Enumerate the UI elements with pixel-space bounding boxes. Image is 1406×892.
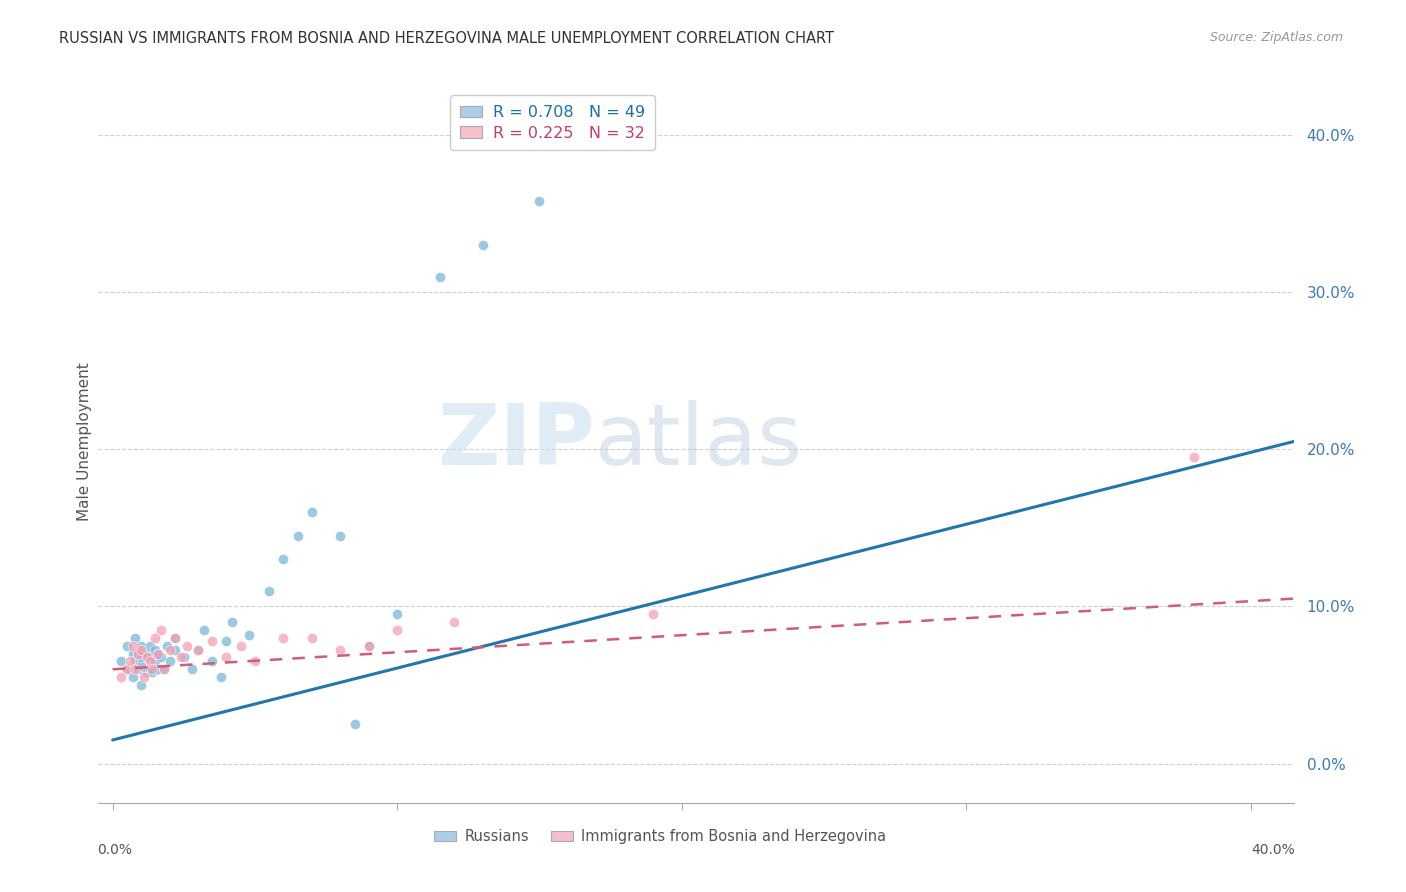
Point [273, 552, 295, 566]
Text: ZIP: ZIP [437, 400, 595, 483]
Point [201, 655, 224, 669]
Point [141, 662, 163, 676]
Point [385, 623, 409, 637]
Point [643, 607, 665, 622]
Point [329, 529, 352, 543]
Point [110, 670, 132, 684]
Point [173, 649, 195, 664]
Point [143, 655, 166, 669]
Point [201, 634, 224, 648]
Point [153, 662, 176, 676]
Point [127, 647, 149, 661]
Point [329, 643, 352, 657]
Text: atlas: atlas [595, 400, 803, 483]
Point [165, 631, 187, 645]
Point [1182, 450, 1205, 465]
Point [124, 655, 146, 669]
Point [215, 649, 238, 664]
Point [127, 662, 149, 676]
Point [301, 505, 323, 519]
Point [187, 643, 209, 657]
Point [129, 639, 152, 653]
Point [287, 529, 309, 543]
Point [150, 649, 173, 664]
Text: 40.0%: 40.0% [1251, 843, 1295, 856]
Point [129, 649, 152, 664]
Point [471, 238, 494, 252]
Point [124, 662, 146, 676]
Point [159, 643, 181, 657]
Text: RUSSIAN VS IMMIGRANTS FROM BOSNIA AND HERZEGOVINA MALE UNEMPLOYMENT CORRELATION : RUSSIAN VS IMMIGRANTS FROM BOSNIA AND HE… [59, 31, 834, 46]
Point [110, 655, 132, 669]
Point [156, 639, 179, 653]
Point [170, 649, 193, 664]
Point [193, 623, 215, 637]
Point [187, 643, 209, 657]
Point [138, 639, 160, 653]
Point [301, 631, 323, 645]
Point [138, 655, 160, 669]
Point [115, 639, 138, 653]
Point [165, 643, 187, 657]
Point [135, 647, 157, 661]
Point [138, 662, 160, 676]
Point [229, 639, 252, 653]
Point [153, 662, 176, 676]
Point [135, 665, 157, 680]
Point [257, 583, 280, 598]
Point [118, 655, 141, 669]
Point [159, 655, 181, 669]
Point [115, 662, 138, 676]
Point [121, 647, 143, 661]
Point [181, 662, 204, 676]
Point [209, 670, 232, 684]
Point [357, 639, 380, 653]
Point [385, 607, 409, 622]
Point [215, 634, 238, 648]
Point [135, 649, 157, 664]
Point [243, 655, 266, 669]
Text: 0.0%: 0.0% [97, 843, 132, 856]
Point [129, 643, 152, 657]
Point [143, 643, 166, 657]
Text: Source: ZipAtlas.com: Source: ZipAtlas.com [1209, 31, 1343, 45]
Point [148, 647, 170, 661]
Point [124, 631, 146, 645]
Point [150, 623, 173, 637]
Point [148, 662, 170, 676]
Point [129, 659, 152, 673]
Point [121, 670, 143, 684]
Point [529, 194, 551, 209]
Y-axis label: Male Unemployment: Male Unemployment [77, 362, 91, 521]
Point [127, 647, 149, 661]
Point [148, 647, 170, 661]
Point [429, 269, 451, 284]
Point [115, 662, 138, 676]
Point [132, 670, 155, 684]
Point [129, 678, 152, 692]
Point [165, 631, 187, 645]
Point [273, 631, 295, 645]
Point [176, 639, 198, 653]
Point [221, 615, 243, 630]
Point [121, 639, 143, 653]
Point [443, 615, 465, 630]
Point [141, 665, 163, 680]
Point [238, 628, 260, 642]
Legend: Russians, Immigrants from Bosnia and Herzegovina: Russians, Immigrants from Bosnia and Her… [427, 823, 893, 850]
Point [343, 717, 366, 731]
Point [143, 631, 166, 645]
Point [141, 649, 163, 664]
Point [357, 639, 380, 653]
